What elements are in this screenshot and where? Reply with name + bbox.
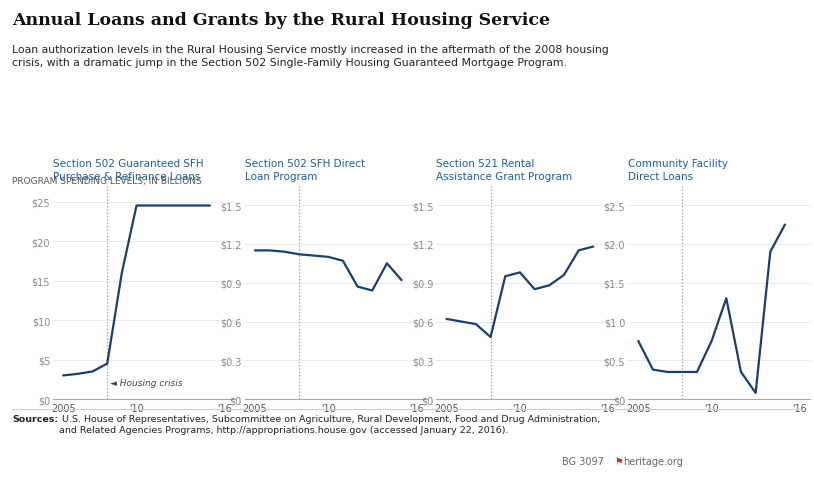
Text: ◄ Housing crisis: ◄ Housing crisis <box>110 378 183 388</box>
Text: ⚑: ⚑ <box>615 455 624 466</box>
Text: PROGRAM SPENDING LEVELS, IN BILLIONS: PROGRAM SPENDING LEVELS, IN BILLIONS <box>12 177 202 186</box>
Text: Annual Loans and Grants by the Rural Housing Service: Annual Loans and Grants by the Rural Hou… <box>12 12 550 29</box>
Text: BG 3097: BG 3097 <box>562 455 603 466</box>
Text: Community Facility
Direct Loans: Community Facility Direct Loans <box>628 159 728 182</box>
Text: Loan authorization levels in the Rural Housing Service mostly increased in the a: Loan authorization levels in the Rural H… <box>12 45 609 68</box>
Text: heritage.org: heritage.org <box>623 455 683 466</box>
Text: U.S. House of Representatives, Subcommittee on Agriculture, Rural Development, F: U.S. House of Representatives, Subcommit… <box>59 414 601 435</box>
Text: Section 521 Rental
Assistance Grant Program: Section 521 Rental Assistance Grant Prog… <box>436 159 572 182</box>
Text: Sources:: Sources: <box>12 414 59 423</box>
Text: Section 502 SFH Direct
Loan Program: Section 502 SFH Direct Loan Program <box>244 159 365 182</box>
Text: Section 502 Guaranteed SFH
Purchase & Refinance Loans: Section 502 Guaranteed SFH Purchase & Re… <box>53 159 204 182</box>
